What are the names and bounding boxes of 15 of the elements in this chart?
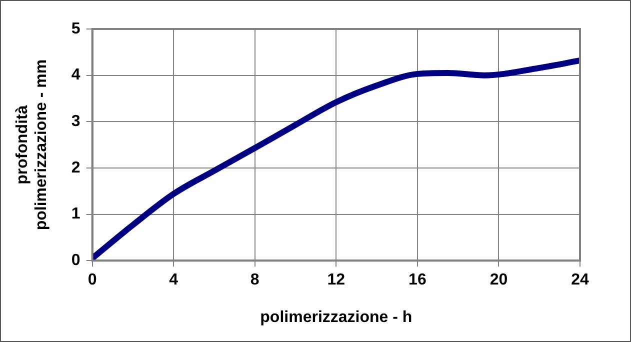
y-axis-title: profondità polimerizzazione - mm <box>14 59 50 230</box>
x-tick-label: 20 <box>490 272 508 289</box>
x-tick-label: 12 <box>327 272 346 289</box>
x-tick-label: 8 <box>250 272 260 289</box>
x-tick-label: 0 <box>88 272 97 289</box>
y-tick-label: 4 <box>71 66 80 84</box>
x-axis-title: polimerizzazione - h <box>260 308 412 326</box>
y-tick-label: 3 <box>71 113 80 130</box>
y-tick-label: 2 <box>71 159 80 176</box>
y-tick-label: 0 <box>71 252 80 270</box>
y-tick-label: 5 <box>71 20 80 38</box>
x-tick-label: 4 <box>169 272 178 289</box>
x-tick-label: 16 <box>408 272 426 289</box>
y-tick-label: 1 <box>71 206 80 223</box>
x-tick-label: 24 <box>571 272 589 289</box>
